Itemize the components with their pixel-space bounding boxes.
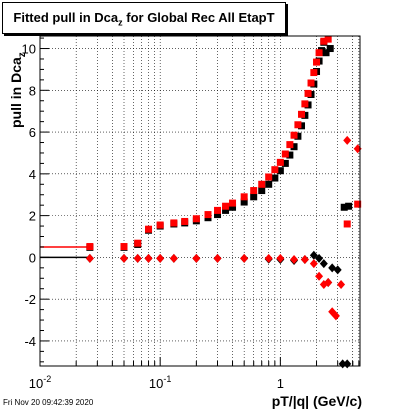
square-marker — [320, 37, 328, 45]
square-marker — [307, 79, 315, 87]
square-marker — [258, 180, 266, 188]
x-axis-label: pT/|q| (GeV/c) — [271, 393, 362, 409]
square-marker — [265, 180, 273, 188]
square-marker — [258, 187, 266, 195]
square-marker — [290, 131, 298, 139]
square-marker — [354, 200, 362, 208]
diamond-marker — [333, 265, 342, 275]
title-subscript: z — [118, 17, 123, 28]
square-marker — [156, 221, 164, 229]
square-marker — [298, 110, 306, 118]
timestamp: Fri Nov 20 09:42:39 2020 — [3, 398, 94, 407]
square-marker — [214, 206, 222, 214]
square-marker — [222, 206, 230, 214]
square-marker — [204, 211, 212, 219]
diamond-marker — [133, 253, 142, 263]
diamond-marker — [315, 253, 324, 263]
square-marker — [304, 89, 312, 97]
y-tick-label: 6 — [29, 125, 36, 140]
square-marker — [265, 173, 273, 181]
y-axis-label-subscript: z — [16, 52, 28, 58]
square-marker — [294, 121, 302, 129]
square-marker — [271, 166, 279, 174]
square-marker — [229, 199, 237, 207]
square-marker — [313, 58, 321, 66]
square-marker — [310, 69, 318, 77]
y-axis-label: pull in Dcaz — [8, 52, 28, 128]
square-marker — [86, 243, 94, 251]
diamond-marker — [119, 253, 128, 263]
y-axis-label-text: pull in Dca — [8, 57, 24, 128]
square-marker — [298, 122, 306, 130]
y-tick-label: 10 — [22, 42, 36, 57]
diamond-marker — [309, 250, 318, 260]
diamond-marker — [276, 253, 285, 263]
square-marker — [326, 45, 334, 53]
diamond-marker — [315, 271, 324, 281]
y-tick-label: 2 — [29, 209, 36, 224]
plot-frame — [39, 35, 361, 367]
diamond-marker — [343, 135, 352, 145]
diamond-marker — [290, 254, 299, 264]
diamond-marker — [319, 259, 328, 269]
diamond-marker — [324, 277, 333, 287]
square-marker — [276, 158, 284, 166]
square-marker — [301, 100, 309, 108]
diamond-marker — [213, 253, 222, 263]
diamond-marker — [264, 253, 273, 263]
square-marker — [343, 220, 351, 228]
square-marker — [276, 167, 284, 175]
square-marker — [120, 243, 128, 251]
square-marker — [170, 219, 178, 227]
square-marker — [324, 35, 332, 43]
diamond-marker — [192, 253, 201, 263]
diamond-marker — [300, 254, 309, 264]
square-marker — [290, 143, 298, 151]
square-marker — [145, 225, 153, 233]
square-marker — [240, 193, 248, 201]
diamond-marker — [309, 259, 318, 269]
x-tick-label: 1 — [277, 376, 284, 391]
chart-title: Fitted pull in Dcaz for Global Rec All E… — [2, 2, 286, 34]
square-marker — [134, 239, 142, 247]
diamond-marker — [144, 253, 153, 263]
square-marker — [229, 203, 237, 211]
y-tick-label: -2 — [24, 292, 36, 307]
diamond-marker — [337, 280, 346, 290]
square-marker — [214, 211, 222, 219]
diamond-marker — [156, 253, 165, 263]
diamond-marker — [240, 253, 249, 263]
square-marker — [250, 193, 258, 201]
y-tick-label: -4 — [24, 334, 36, 349]
grid-lines — [39, 36, 360, 366]
y-tick-label: 8 — [29, 83, 36, 98]
square-marker — [322, 49, 330, 57]
diamond-marker — [169, 253, 178, 263]
square-marker — [345, 202, 353, 210]
y-tick-label: 0 — [29, 250, 36, 265]
square-marker — [286, 141, 294, 149]
x-tick-label: 10-1 — [149, 374, 171, 391]
diamond-marker — [331, 311, 340, 321]
square-marker — [181, 217, 189, 225]
square-marker — [281, 150, 289, 158]
square-marker — [340, 203, 348, 211]
square-marker — [271, 174, 279, 182]
diamond-marker — [343, 359, 352, 369]
title-text: Fitted pull in Dca — [13, 10, 119, 25]
square-marker — [240, 198, 248, 206]
square-marker — [222, 202, 230, 210]
square-marker — [315, 49, 323, 57]
square-marker — [286, 151, 294, 159]
square-marker — [250, 187, 258, 195]
x-tick-label: 10-2 — [29, 374, 51, 391]
square-marker — [192, 215, 200, 223]
y-tick-label: 4 — [29, 167, 36, 182]
square-marker — [294, 132, 302, 140]
diamond-marker — [85, 253, 94, 263]
title-suffix: for Global Rec All EtapT — [122, 10, 275, 25]
data-marks — [40, 35, 362, 369]
square-marker — [281, 159, 289, 167]
